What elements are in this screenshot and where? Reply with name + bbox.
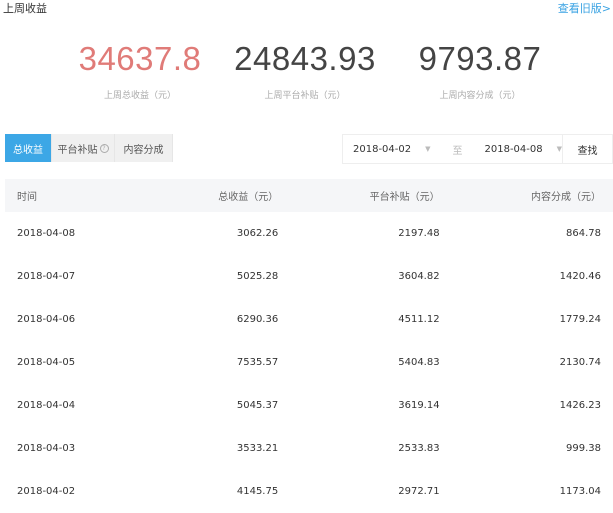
table-row: 2018-04-03 3533.21 2533.83 999.38 xyxy=(5,427,613,470)
cell-subsidy: 2197.48 xyxy=(398,228,440,239)
tab-total[interactable]: 总收益 xyxy=(5,134,52,162)
cell-total: 5045.37 xyxy=(236,400,279,411)
stat-total-label: 上周总收益（元） xyxy=(103,91,176,101)
stat-subsidy-label: 上周平台补贴（元） xyxy=(264,91,346,101)
end-date-select[interactable]: 2018-04-08 ▼ xyxy=(485,144,563,155)
table-row: 2018-04-06 6290.36 4511.12 1779.24 xyxy=(5,298,613,341)
cell-content: 1426.23 xyxy=(559,400,601,411)
cell-content: 1173.04 xyxy=(559,486,601,497)
cell-content: 999.38 xyxy=(566,443,601,454)
start-date-select[interactable]: 2018-04-02 ▼ xyxy=(353,144,431,155)
earnings-table: 时间 总收益（元） 平台补贴（元） 内容分成（元） 2018-04-08 3062… xyxy=(5,179,613,513)
view-old-version-link[interactable]: 查看旧版> xyxy=(557,2,611,15)
tab-label: 平台补贴 xyxy=(57,144,98,156)
stat-content: 9793.87 上周内容分成（元） xyxy=(380,40,580,101)
cell-date: 2018-04-03 xyxy=(17,443,76,454)
cell-content: 2130.74 xyxy=(559,357,601,368)
cell-date: 2018-04-08 xyxy=(17,228,76,239)
cell-date: 2018-04-02 xyxy=(17,486,76,497)
cell-total: 3062.26 xyxy=(236,228,279,239)
cell-total: 4145.75 xyxy=(236,486,279,497)
question-icon[interactable]: ? xyxy=(99,143,109,153)
cell-total: 3533.21 xyxy=(236,443,279,454)
cell-content: 864.78 xyxy=(566,228,601,239)
to-label: 至 xyxy=(452,145,463,157)
end-date-value: 2018-04-08 xyxy=(484,143,543,155)
table-header: 时间 总收益（元） 平台补贴（元） 内容分成（元） xyxy=(5,179,613,212)
table-row: 2018-04-08 3062.26 2197.48 864.78 xyxy=(5,212,613,255)
table-row: 2018-04-05 7535.57 5404.83 2130.74 xyxy=(5,341,613,384)
page-title: 上周收益 xyxy=(3,2,47,15)
col-content: 内容分成（元） xyxy=(451,179,613,212)
cell-content: 1420.46 xyxy=(559,271,601,282)
stat-total-value: 34637.8 xyxy=(78,40,202,77)
stat-content-label: 上周内容分成（元） xyxy=(439,91,521,101)
col-date: 时间 xyxy=(5,179,146,212)
col-subsidy: 平台补贴（元） xyxy=(290,179,452,212)
stat-content-value: 9793.87 xyxy=(418,40,542,77)
cell-subsidy: 4511.12 xyxy=(398,314,440,325)
cell-total: 6290.36 xyxy=(236,314,279,325)
cell-date: 2018-04-05 xyxy=(17,357,76,368)
chevron-down-icon: ▼ xyxy=(425,145,431,153)
search-button[interactable]: 查找 xyxy=(562,135,612,163)
cell-subsidy: 2533.83 xyxy=(398,443,440,454)
cell-content: 1779.24 xyxy=(559,314,601,325)
table-row: 2018-04-07 5025.28 3604.82 1420.46 xyxy=(5,255,613,298)
chevron-down-icon: ▼ xyxy=(556,145,562,153)
cell-subsidy: 3604.82 xyxy=(398,271,440,282)
cell-subsidy: 3619.14 xyxy=(398,400,440,411)
table-row: 2018-04-02 4145.75 2972.71 1173.04 xyxy=(5,470,613,513)
start-date-value: 2018-04-02 xyxy=(353,143,412,155)
cell-total: 7535.57 xyxy=(236,357,279,368)
stat-subsidy: 24843.93 上周平台补贴（元） xyxy=(205,40,405,101)
tab-subsidy[interactable]: 平台补贴? xyxy=(52,134,115,162)
cell-date: 2018-04-04 xyxy=(17,400,76,411)
cell-date: 2018-04-07 xyxy=(17,271,76,282)
cell-total: 5025.28 xyxy=(236,271,279,282)
tab-content-share[interactable]: 内容分成 xyxy=(115,134,173,162)
stat-subsidy-value: 24843.93 xyxy=(234,40,376,77)
date-filter: 2018-04-02 ▼ 至 2018-04-08 ▼ 查找 xyxy=(342,134,613,164)
stat-total: 34637.8 上周总收益（元） xyxy=(40,40,240,101)
cell-date: 2018-04-06 xyxy=(17,314,76,325)
tab-label: 内容分成 xyxy=(123,144,164,156)
tabs: 总收益 平台补贴? 内容分成 xyxy=(5,134,173,162)
col-total: 总收益（元） xyxy=(146,179,291,212)
tab-label: 总收益 xyxy=(13,144,43,156)
cell-subsidy: 2972.71 xyxy=(398,486,440,497)
cell-subsidy: 5404.83 xyxy=(398,357,440,368)
table-row: 2018-04-04 5045.37 3619.14 1426.23 xyxy=(5,384,613,427)
